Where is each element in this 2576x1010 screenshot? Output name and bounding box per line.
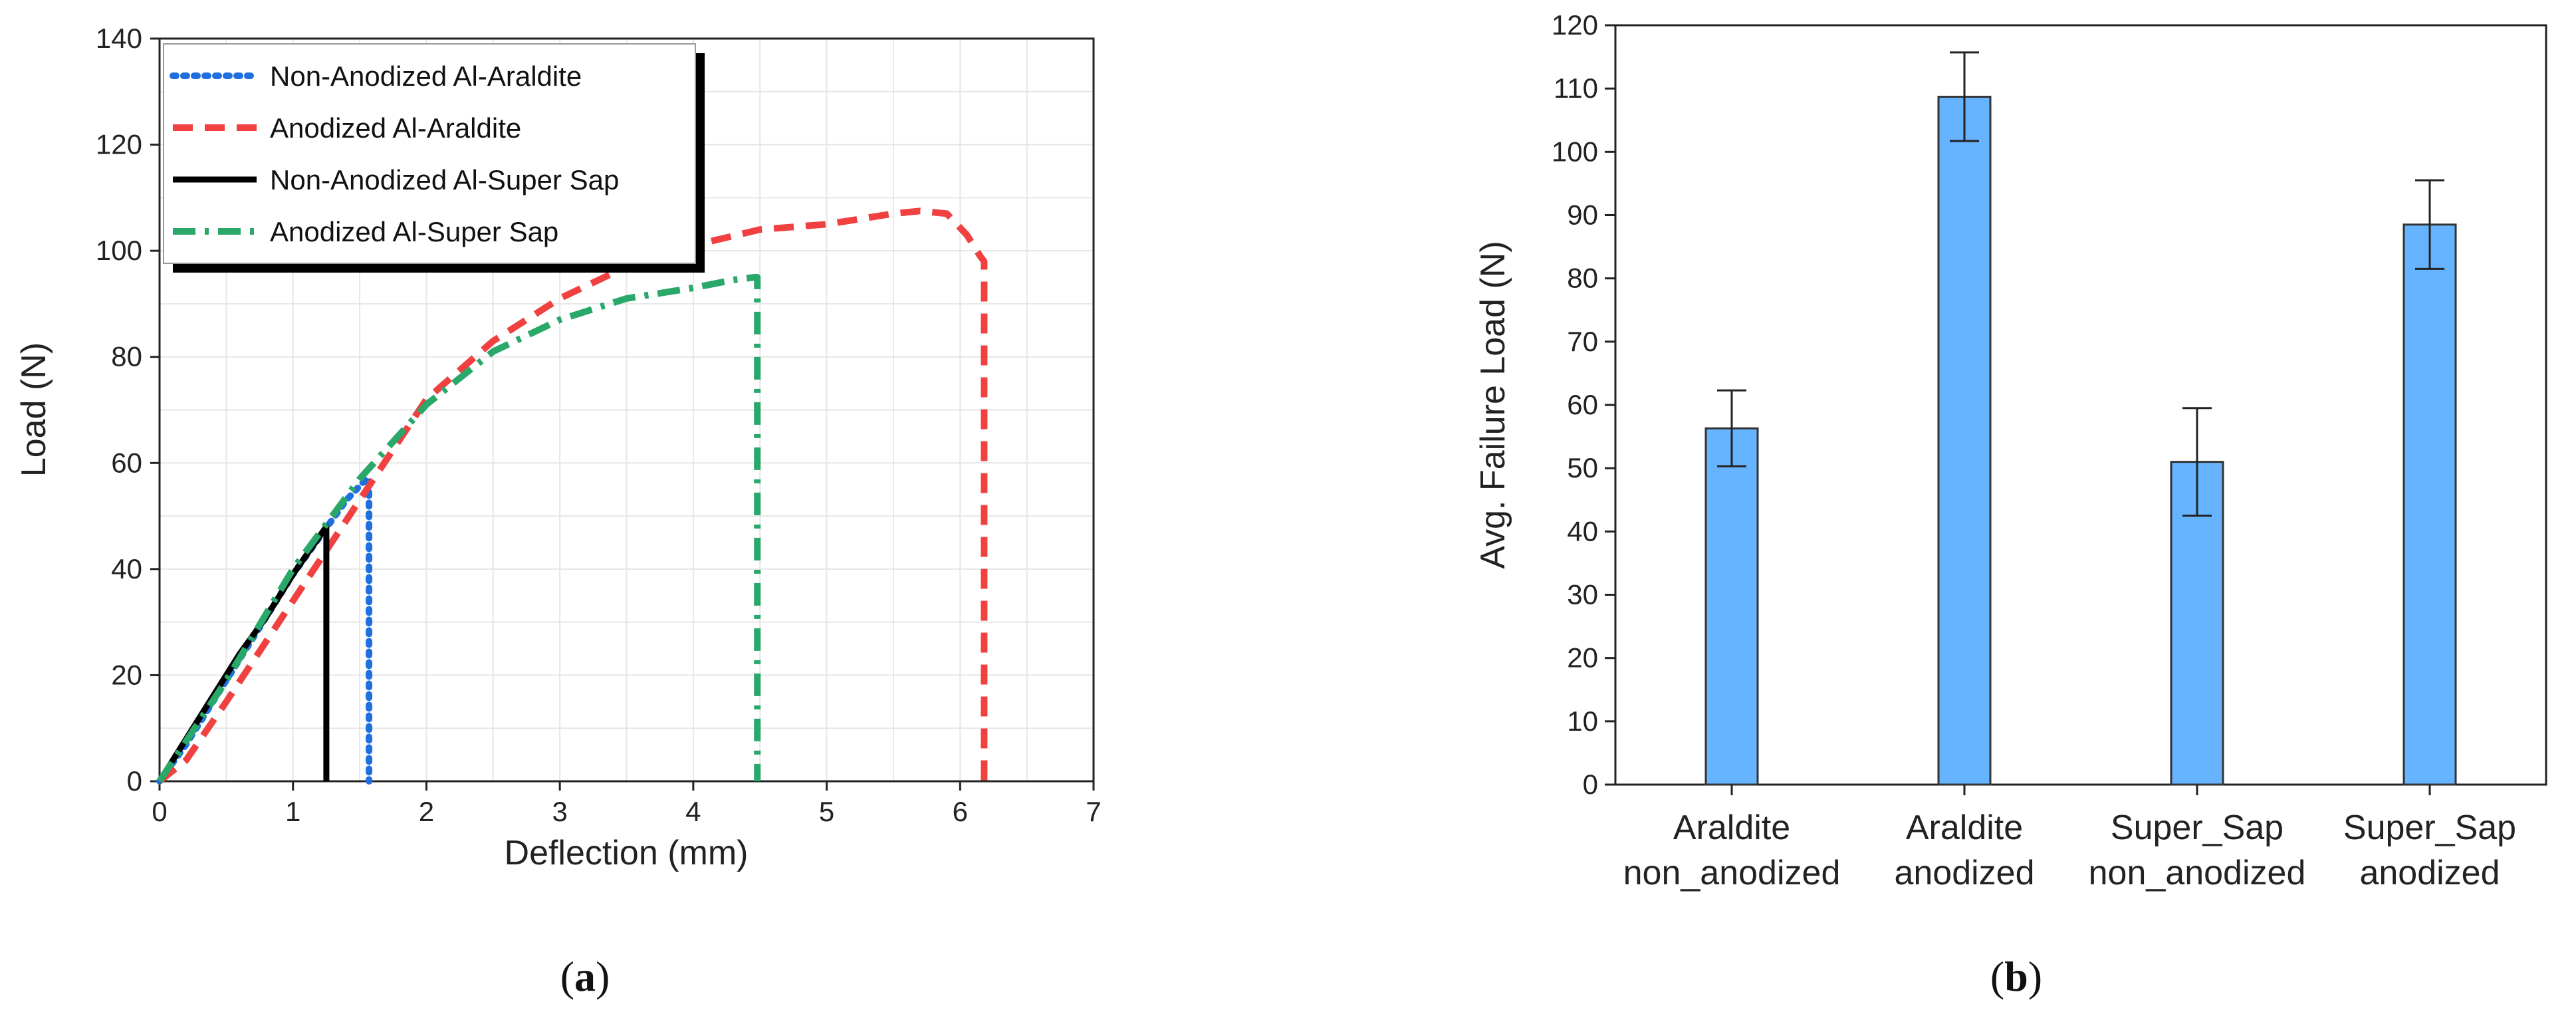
panel-a-y-ticks: 0 20 40 60 80 100 120 140 — [96, 23, 160, 797]
panel-a-caption: (a) — [560, 953, 610, 1000]
x-tick-label: 7 — [1086, 796, 1101, 827]
y-tick-label: 90 — [1567, 199, 1598, 231]
y-tick-label: 0 — [127, 765, 142, 797]
x-tick-label: 5 — [819, 796, 834, 827]
panel-a-plot-frame — [158, 37, 1095, 783]
series-line-2 — [157, 207, 988, 784]
legend-box — [163, 43, 696, 264]
category-label-3-line-1: Super_Sap — [2111, 809, 2283, 847]
x-tick-label: 2 — [419, 796, 434, 827]
y-tick-label: 30 — [1567, 579, 1598, 610]
category-label-3-line-2: non_anodized — [2089, 854, 2306, 892]
y-tick-label: 40 — [111, 553, 142, 584]
panel-a-y-axis-label: Load (N) — [15, 342, 53, 477]
y-tick-label: 60 — [1567, 389, 1598, 420]
x-tick-label: 1 — [285, 796, 300, 827]
y-tick-label: 10 — [1567, 705, 1598, 737]
panel-a-line-chart: 0 1 2 3 4 5 6 7 0 20 40 60 80 100 120 140 Deflection (… — [15, 23, 1102, 1000]
y-tick-label: 0 — [1583, 769, 1598, 800]
category-label-1-line-1: Araldite — [1673, 809, 1790, 847]
panel-a-caption-letter: a — [574, 953, 596, 1000]
x-tick-label: 3 — [552, 796, 567, 827]
category-label-2-line-2: anodized — [1894, 854, 2034, 892]
x-tick-label: 4 — [685, 796, 701, 827]
panel-a-x-ticks: 0 1 2 3 4 5 6 7 — [152, 781, 1102, 827]
x-tick-label: 6 — [953, 796, 968, 827]
panel-b-bars — [1704, 51, 2457, 786]
panel-a-series-group — [156, 207, 988, 785]
panel-b-y-ticks: 0 10 20 30 40 50 60 70 80 90 100 110 120 — [1552, 9, 1615, 800]
legend-label-4: Anodized Al-Super Sap — [270, 216, 558, 247]
category-label-4-line-2: anodized — [2359, 854, 2500, 892]
panel-b-caption: (b) — [1990, 953, 2042, 1000]
category-label-2-line-1: Araldite — [1906, 809, 2023, 847]
y-tick-label: 100 — [96, 235, 142, 266]
series-line-4 — [156, 274, 761, 783]
bar-1 — [1704, 427, 1759, 786]
category-label-1-line-2: non_anodized — [1623, 854, 1841, 892]
panel-b-y-axis-label: Avg. Failure Load (N) — [1474, 241, 1512, 568]
y-tick-label: 80 — [111, 341, 142, 372]
panel-b-bar-chart: 0 10 20 30 40 50 60 70 80 90 100 110 120 Araldite non… — [1474, 9, 2547, 1000]
panel-b-category-labels: Araldite non_anodized Araldite anodized Supe… — [1623, 785, 2516, 892]
y-tick-label: 60 — [111, 447, 142, 478]
panel-a-legend: Non-Anodized Al-Araldite Anodized Al-Aral… — [163, 43, 705, 273]
y-tick-label: 20 — [1567, 642, 1598, 674]
bar-2 — [1937, 96, 1992, 786]
y-tick-label: 70 — [1567, 326, 1598, 357]
category-label-4-line-1: Super_Sap — [2343, 809, 2516, 847]
y-tick-label: 50 — [1567, 452, 1598, 483]
y-tick-label: 110 — [1554, 72, 1598, 104]
y-tick-label: 20 — [111, 659, 142, 690]
legend-label-3: Non-Anodized Al-Super Sap — [270, 164, 619, 195]
y-tick-label: 100 — [1552, 136, 1598, 167]
panel-b-caption-letter: b — [2004, 953, 2028, 1000]
y-tick-label: 40 — [1567, 515, 1598, 547]
y-tick-label: 80 — [1567, 263, 1598, 294]
legend-label-2: Anodized Al-Araldite — [270, 112, 521, 144]
legend-label-1: Non-Anodized Al-Araldite — [270, 61, 582, 92]
y-tick-label: 140 — [96, 23, 142, 54]
bar-4 — [2402, 223, 2457, 786]
y-tick-label: 120 — [1552, 9, 1598, 41]
y-tick-label: 120 — [96, 129, 142, 160]
x-tick-label: 0 — [152, 796, 167, 827]
panel-a-x-axis-label: Deflection (mm) — [505, 834, 749, 872]
